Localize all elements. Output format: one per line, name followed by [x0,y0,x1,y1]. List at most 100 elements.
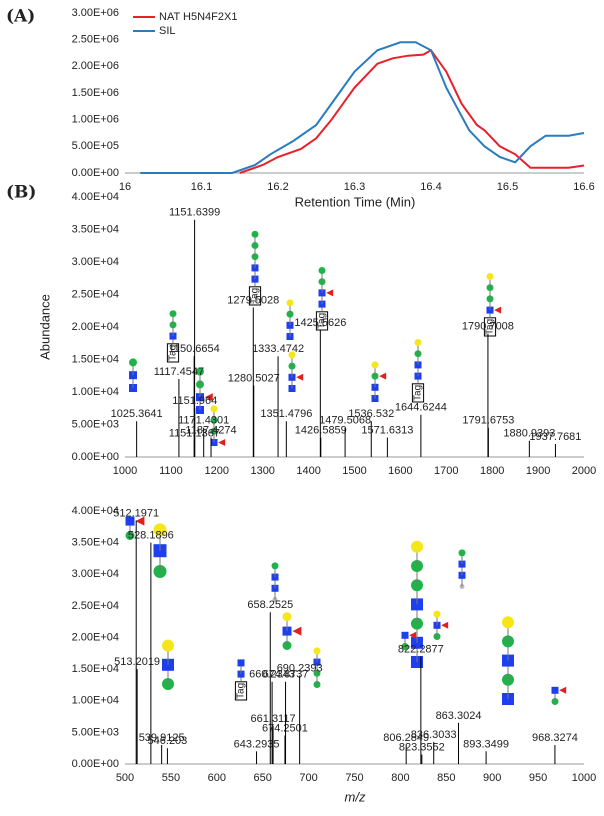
tag-label: Tag [485,319,496,335]
x-tick-label: 850 [437,772,455,784]
peak-label: 1333.4742 [252,343,304,355]
peak-label: 1279.5028 [227,294,279,306]
x-tick-label: 1400 [296,465,320,477]
galactose [286,299,294,307]
x-tick-label: 16.4 [420,181,441,193]
line [140,41,585,174]
glcnac [401,631,409,639]
panel-label: (B) [6,183,36,203]
galactose [414,339,422,346]
peak-label: 1351.4796 [260,408,312,420]
y-tick-label: 1.00E+04 [72,695,119,707]
y-tick-label: 2.50E+06 [72,34,119,46]
x-tick-label: 1200 [205,465,229,477]
y-tick-label: 2.00E+06 [72,60,119,72]
fucose [494,306,502,314]
legend-label: NAT H5N4F2X1 [159,11,237,23]
y-tick-label: 1.00E+06 [72,114,119,126]
tag-label: Tag [413,385,424,401]
y-tick-label: 4.00E+04 [72,505,119,517]
y-tick-label: 0.00E+00 [72,167,119,179]
peak-label: 1151.964 [172,395,217,407]
peak-label: 1280.5027 [228,372,280,384]
peak-label: 1425.5626 [294,317,346,329]
x-tick-label: 16.1 [191,181,212,193]
peak-label: 1791.6753 [462,415,514,427]
galactose [502,616,514,629]
peak-label: 1151.6399 [169,207,220,219]
y-tick-label: 3.00E+04 [72,568,119,580]
peak-label: 823.3552 [399,741,445,753]
x-tick-label: 1800 [480,465,504,477]
y-axis-title: Abundance [37,294,52,360]
x-tick-label: 16.6 [573,181,594,193]
fucose [441,621,449,629]
peak-label: 968.3274 [532,732,578,744]
y-tick-label: 3.50E+04 [72,223,119,235]
x-tick-label: 550 [162,772,180,784]
x-tick-label: 16.5 [497,181,518,193]
fucose [204,393,213,402]
x-tick-label: 750 [345,772,363,784]
mannose [271,562,279,570]
fucose [559,686,567,694]
tag-label: Tag [236,683,247,699]
y-tick-label: 0.00E+00 [72,451,119,463]
tag-label: Tag [317,313,328,329]
galactose [371,361,379,369]
peak-label: 658.2525 [247,599,293,611]
peak-label: 1790.7008 [462,320,514,332]
glcnac [237,659,245,667]
galactose [162,639,174,652]
x-axis-title: m/z [345,789,366,804]
glcnac [125,516,135,526]
x-tick-label: 1000 [572,772,596,784]
peak-label: 822.2877 [398,643,444,655]
x-tick-label: 1100 [159,465,183,477]
x-tick-label: 1600 [388,465,412,477]
x-tick-label: 16.2 [267,181,288,193]
fucose [292,626,302,636]
peak-label: 643.2935 [234,738,280,750]
peak-label: 660.2343 [249,669,295,681]
fucose [218,439,226,446]
peak-label: 1025.3641 [111,408,163,420]
glcnac [551,686,559,694]
fucose [135,516,145,526]
fucose [326,289,334,297]
y-tick-label: 3.50E+04 [72,537,119,549]
galactose [486,273,494,280]
galactose [313,647,321,655]
mannose [129,358,137,367]
fucose [409,631,417,639]
peak-label: 1187.4274 [185,424,236,436]
y-tick-label: 2.50E+04 [72,600,119,612]
galactose [153,523,167,537]
x-tick-label: 800 [391,772,409,784]
y-tick-label: 5.00E+05 [72,140,119,152]
peak-label: 1117.4547 [154,366,204,378]
x-tick-label: 1700 [434,465,458,477]
fucose [379,372,387,380]
line [239,48,585,174]
peak-label: 661.3117 [251,713,296,725]
x-tick-label: 950 [529,772,547,784]
glycan-icons: Tag Tag Tag Tag Tag Tag [125,230,567,705]
mannose [318,267,326,274]
mannose [196,367,204,376]
peak-label: 690.2393 [277,662,323,674]
peak-label: 1536.532 [348,408,394,420]
mannose [458,549,466,557]
y-tick-label: 1.50E+04 [72,353,119,365]
peak-label: 546.203 [148,735,188,747]
peak-label: 1426.5859 [295,424,347,436]
x-tick-label: 1000 [113,465,137,477]
x-tick-label: 900 [483,772,501,784]
x-tick-label: 16 [119,181,131,193]
x-tick-label: 16.3 [344,181,365,193]
peak-label: 1880.9393 [503,428,555,440]
y-tick-label: 5.00E+03 [72,418,119,430]
peak-label: 1171.4301 [178,415,229,427]
peak-label: 893.3499 [463,738,509,750]
